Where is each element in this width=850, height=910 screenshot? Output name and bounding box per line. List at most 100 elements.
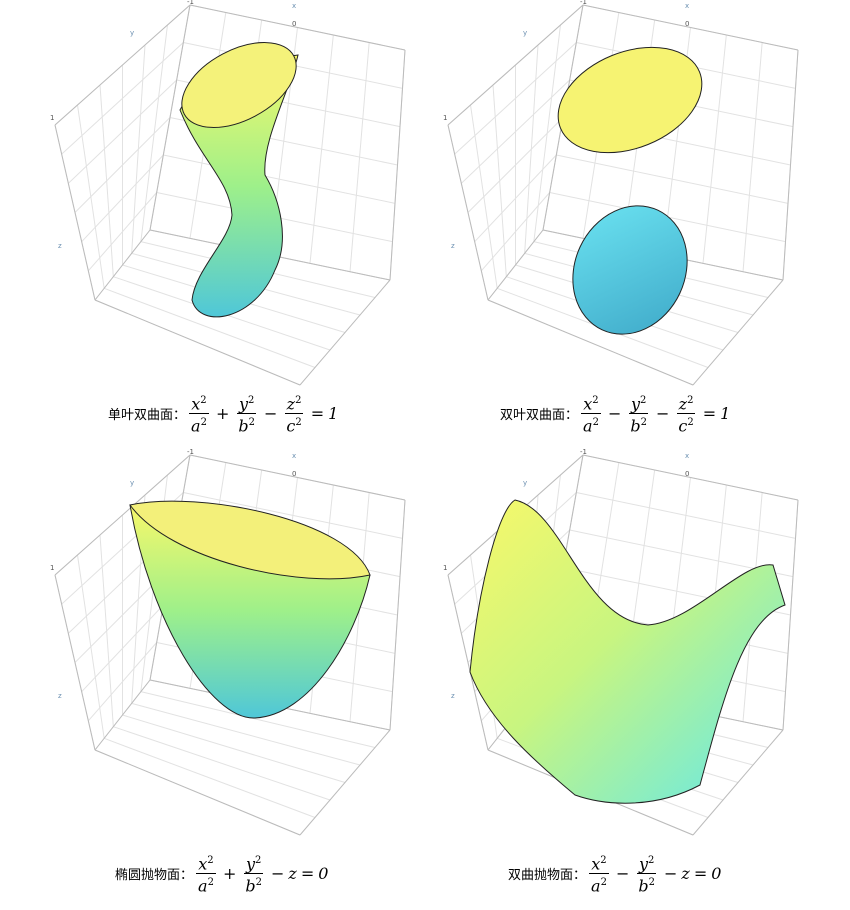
numerator: x2 [189,392,209,415]
fraction: y2 b2 [628,392,649,436]
operator: − [263,404,278,424]
box-edge [149,4,191,231]
operator: − [663,864,678,884]
grid-line [742,42,763,272]
box-edge [54,454,191,576]
exponent: 2 [592,417,599,429]
axis-label: z [58,242,62,250]
exponent: 2 [295,417,302,429]
tick-label: -1 [580,0,587,6]
tick-label: 0 [292,470,296,478]
grid-line [113,726,331,801]
axis-label: x [292,452,296,460]
axis-label: y [523,479,527,487]
denominator: b2 [236,414,257,435]
box-edge [54,4,191,126]
surface-name: 椭圆抛物面： [115,868,194,884]
symbol: b [245,876,256,896]
denominator: b2 [636,874,657,895]
denominator: a2 [189,414,209,435]
grid-line [122,714,346,783]
box-edge [54,574,96,751]
denominator: b2 [628,414,649,435]
numerator: y2 [628,392,649,415]
rim [129,500,371,580]
exponent: 2 [687,395,694,406]
tick-label: -1 [187,448,194,456]
surface-name: 双叶双曲面： [500,408,579,424]
numerator: y2 [636,852,657,875]
operator: − [270,864,285,884]
plot-panel: y x z -1 0 1 [50,0,406,386]
caption: 单叶双曲面： x2 a2 + y2 b2− z2 c2 = 1 [108,392,338,436]
term: 0 [711,864,722,884]
symbol: y [638,854,648,874]
tick-label: 1 [50,114,54,122]
operator: − [655,404,670,424]
caption: 双曲抛物面： x2 a2− y2 b2− z = 0 [508,852,721,896]
formula: x2 a2 + y2 b2− z2 c2 = 1 [186,392,338,436]
term: z [681,864,690,884]
term: 1 [720,404,731,424]
box-edge [447,574,489,751]
exponent: 2 [640,417,647,429]
exponent: 2 [200,417,207,429]
exponent: 2 [254,855,262,866]
rim [181,42,297,128]
axis-label: z [451,242,455,250]
term: 1 [328,404,339,424]
box-edge [94,749,301,836]
grid-line [87,642,158,722]
exponent: 2 [687,417,694,429]
fraction: x 2 a2 [589,852,609,896]
box-edge [782,499,799,731]
plots: y x z -1 0 1 y x z -1 0 1 y x z -1 0 1 y x z -1 0 1 [50,0,799,836]
tick-label: -1 [580,448,587,456]
numerator: x2 [196,852,216,875]
formula: x2 a2− y2 b2− z = 0 [586,852,721,896]
exponent: 2 [592,395,599,406]
box-edge [692,279,784,386]
symbol: x [591,854,601,874]
symbol: a [191,416,201,436]
grid-line [87,192,158,272]
symbol: b [630,416,641,436]
box-edge [299,279,391,386]
fraction: x2 a2 [196,852,216,896]
operator: + [222,864,237,884]
fraction: y2 b2 [243,852,264,896]
tick-label: 0 [292,20,296,28]
tick-label: 0 [685,470,689,478]
exponent: 2 [200,395,207,406]
grid-line [480,192,551,272]
box-edge [94,229,151,301]
operator: = [300,864,315,884]
caption: 椭圆抛物面： x2 a2 + y2 b2− z = 0 [115,852,328,896]
box-edge [189,4,406,51]
grid-line [349,42,370,272]
axis-label: y [130,29,134,37]
box-edge [487,299,694,386]
fraction: y2 b2 [636,852,657,896]
denominator: a2 [581,414,601,435]
plot-panel: y x z -1 0 1 [50,448,406,836]
axis-label: y [130,479,134,487]
exponent: 2 [600,877,607,889]
grid-line [131,702,361,766]
exponent: 2 [639,395,647,406]
symbol: y [238,394,248,414]
box-edge [447,124,489,301]
denominator: a2 [589,874,609,895]
tick-label: 1 [443,564,447,572]
symbol: x [191,394,201,414]
box-edge [94,679,151,751]
box-edge [582,4,799,51]
exponent: 2 [255,877,262,889]
symbol: b [638,876,649,896]
fraction: x2 a2 [189,392,209,436]
operator: − [615,864,630,884]
fraction: z2 c2 [676,392,696,436]
symbol: b [238,416,249,436]
term: z [288,864,297,884]
grid-line [103,737,316,818]
